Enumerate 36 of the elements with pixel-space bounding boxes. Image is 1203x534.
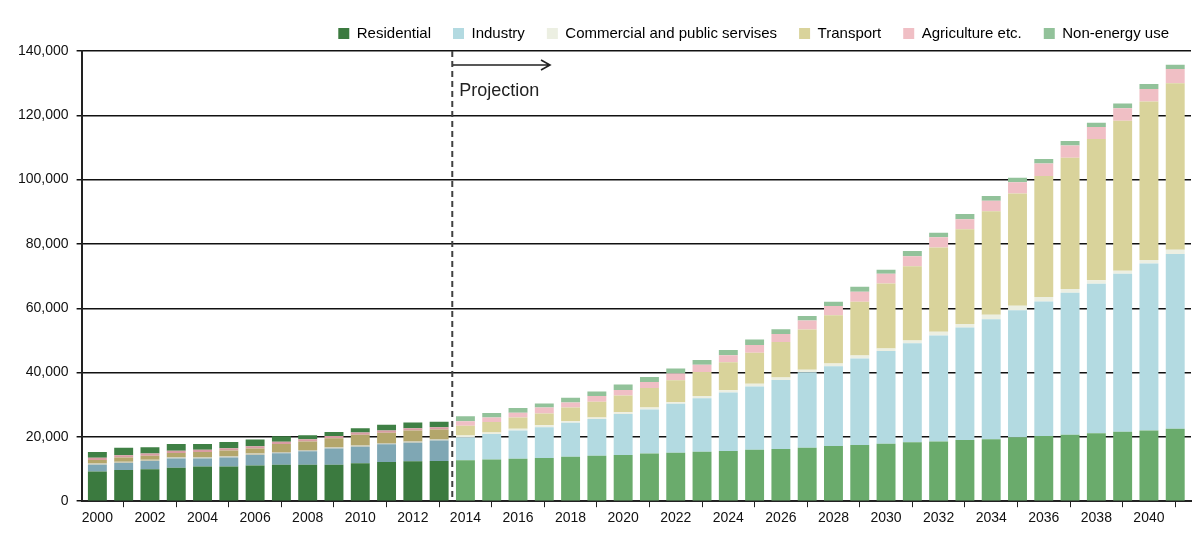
x-tick-label: 2038 (1080, 509, 1113, 526)
x-tick-label: 2016 (502, 509, 534, 526)
x-tick-label: 2030 (870, 509, 902, 526)
legend-label: Agriculture etc. (921, 23, 1022, 41)
x-tick-label: 2008 (292, 509, 324, 526)
legend-label: Transport (817, 23, 883, 41)
x-tick-label: 2014 (449, 509, 482, 526)
x-tick-label: 2040 (1133, 509, 1165, 526)
x-tick-label: 2006 (239, 509, 271, 526)
y-tick-label: 40,000 (25, 363, 69, 380)
x-tick-label: 2024 (712, 509, 745, 526)
y-tick-label: 100,000 (18, 170, 69, 187)
legend-label: Residential (356, 23, 432, 41)
x-tick-label: 2020 (607, 509, 639, 526)
legend-label: Non-energy use (1062, 23, 1170, 41)
y-tick-label: 20,000 (25, 427, 69, 444)
legend-label: Commercial and public servises (565, 23, 778, 41)
ref-line-label: Projection (459, 79, 540, 100)
x-tick-label: 2022 (660, 509, 692, 526)
y-tick-label: 120,000 (18, 106, 69, 123)
x-tick-label: 2000 (81, 509, 114, 526)
x-tick-label: 2028 (817, 509, 850, 526)
y-tick-label: 80,000 (25, 234, 69, 251)
x-tick-label: 2034 (975, 509, 1007, 526)
y-tick-label: 140,000 (18, 41, 69, 58)
x-tick-label: 2012 (397, 509, 429, 526)
x-tick-label: 2032 (923, 509, 955, 526)
y-tick-label: 0 (60, 492, 69, 509)
x-tick-label: 2004 (186, 509, 219, 526)
x-tick-label: 2002 (134, 509, 166, 526)
y-tick-label: 60,000 (25, 299, 69, 316)
x-tick-label: 2010 (344, 509, 377, 526)
legend-label: Industry (471, 23, 526, 41)
x-tick-label: 2036 (1028, 509, 1060, 526)
x-tick-label: 2026 (765, 509, 797, 526)
x-tick-label: 2018 (555, 509, 587, 526)
